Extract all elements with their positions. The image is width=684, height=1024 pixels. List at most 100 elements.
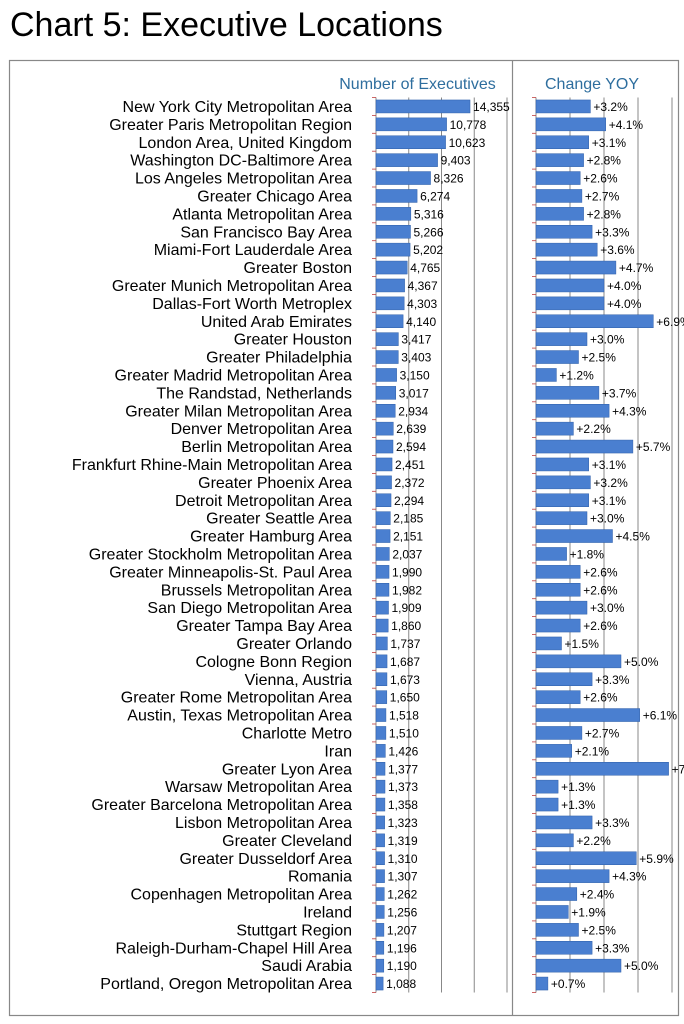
change-yoy-bar (535, 493, 589, 507)
change-yoy-value-label: +7.8% (672, 762, 684, 776)
category-label: Greater Minneapolis-St. Paul Area (109, 564, 352, 581)
executives-bar (375, 762, 386, 776)
executives-bar (375, 851, 385, 865)
category-label: Washington DC-Baltimore Area (130, 153, 352, 170)
change-yoy-bar (535, 439, 634, 454)
executives-value-label: 1,207 (387, 923, 417, 937)
category-label: Romania (288, 869, 352, 886)
change-yoy-value-label: +3.1% (592, 136, 627, 150)
category-label: Detroit Metropolitan Area (175, 493, 352, 510)
category-label: Greater Madrid Metropolitan Area (115, 367, 353, 384)
change-yoy-value-label: +3.3% (595, 816, 630, 830)
change-yoy-value-label: +2.2% (576, 834, 611, 848)
change-yoy-value-label: +0.7% (551, 977, 586, 991)
executives-bar (375, 887, 385, 901)
executives-bar (375, 439, 394, 454)
category-label: Saudi Arabia (261, 958, 352, 975)
executives-value-label: 1,737 (390, 637, 420, 651)
change-yoy-bar (535, 976, 549, 991)
change-yoy-bar (535, 404, 610, 418)
executives-value-label: 4,303 (407, 297, 437, 311)
executives-value-label: 5,202 (413, 243, 443, 257)
change-yoy-value-label: +6.9% (656, 315, 684, 329)
change-yoy-bar (535, 296, 605, 311)
change-yoy-bar (535, 153, 584, 167)
change-yoy-bar (535, 941, 593, 955)
executives-bar (375, 923, 385, 937)
executives-bar (375, 869, 385, 883)
executives-value-label: 1,687 (390, 655, 420, 669)
change-yoy-bars: +3.2% +4.1% +3.1% +2.8% +2.6% +2.7% +2.8% +3.3%… (535, 99, 684, 991)
executives-bar (375, 690, 388, 704)
category-label: Atlanta Metropolitan Area (172, 206, 352, 223)
change-yoy-bar (535, 350, 579, 364)
executives-bar (375, 708, 387, 722)
category-label: Denver Metropolitan Area (171, 421, 353, 438)
category-label: Miami-Fort Lauderdale Area (154, 242, 352, 259)
category-label: Copenhagen Metropolitan Area (131, 887, 353, 904)
change-yoy-bar (535, 726, 583, 740)
executives-bar (375, 672, 388, 686)
executives-bar (375, 404, 396, 418)
category-label: Brussels Metropolitan Area (161, 582, 352, 599)
executives-value-label: 1,323 (388, 816, 418, 830)
executives-header: Number of Executives (339, 76, 496, 93)
executives-bar (375, 529, 391, 543)
executives-value-label: 1,673 (390, 673, 420, 687)
change-yoy-bar (535, 797, 559, 812)
executives-bar (375, 135, 446, 149)
executives-bar (375, 958, 385, 973)
executives-value-label: 2,594 (396, 440, 426, 454)
change-yoy-bar (535, 260, 617, 275)
executives-bar (375, 833, 385, 848)
change-yoy-value-label: +2.6% (583, 619, 618, 633)
change-yoy-value-label: +1.3% (561, 780, 596, 794)
change-yoy-value-label: +2.1% (575, 744, 610, 758)
change-yoy-bar (535, 278, 605, 293)
change-yoy-bar (535, 583, 581, 597)
category-label: London Area, United Kingdom (139, 135, 352, 152)
category-label: Greater Phoenix Area (198, 475, 352, 492)
executives-bar (375, 278, 405, 293)
executives-bar (375, 207, 412, 221)
executives-value-label: 5,316 (414, 207, 444, 221)
executives-value-label: 1,358 (388, 798, 418, 812)
executives-bar (375, 457, 393, 472)
executives-value-label: 9,403 (441, 154, 471, 168)
executives-value-label: 1,307 (388, 870, 418, 884)
executives-bar (375, 242, 411, 257)
change-yoy-bar (535, 117, 606, 132)
change-yoy-value-label: +2.7% (585, 726, 620, 740)
executives-value-label: 1,990 (392, 565, 422, 579)
executives-bar (375, 332, 399, 346)
category-label: Greater Barcelona Metropolitan Area (91, 797, 352, 814)
executives-bar (375, 368, 397, 382)
change-yoy-value-label: +2.2% (576, 422, 611, 436)
executives-value-label: 1,256 (387, 905, 417, 919)
category-label: Greater Dusseldorf Area (179, 851, 352, 868)
executives-value-label: 2,451 (395, 458, 425, 472)
executives-value-label: 4,367 (408, 279, 438, 293)
category-label: Stuttgart Region (236, 922, 352, 939)
change-yoy-value-label: +2.7% (585, 189, 620, 203)
executives-bar (375, 475, 392, 490)
executives-value-label: 10,623 (449, 136, 486, 150)
change-yoy-value-label: +3.1% (592, 458, 627, 472)
change-yoy-bar (535, 958, 622, 973)
executives-bar (375, 815, 385, 830)
category-label: Greater Tampa Bay Area (176, 618, 352, 635)
executives-value-label: 1,373 (388, 780, 418, 794)
executives-value-label: 1,262 (387, 888, 417, 902)
change-yoy-bar (535, 779, 559, 794)
category-label: Greater Munich Metropolitan Area (112, 278, 352, 295)
change-yoy-bar (535, 815, 593, 830)
change-yoy-bar (535, 332, 588, 346)
executives-value-label: 1,319 (388, 834, 418, 848)
change-yoy-bar (535, 869, 610, 883)
change-yoy-value-label: +3.2% (593, 476, 628, 490)
executives-value-label: 8,326 (434, 172, 464, 186)
change-yoy-bar (535, 744, 572, 758)
change-yoy-bar (535, 618, 581, 633)
change-yoy-bar (535, 833, 574, 848)
